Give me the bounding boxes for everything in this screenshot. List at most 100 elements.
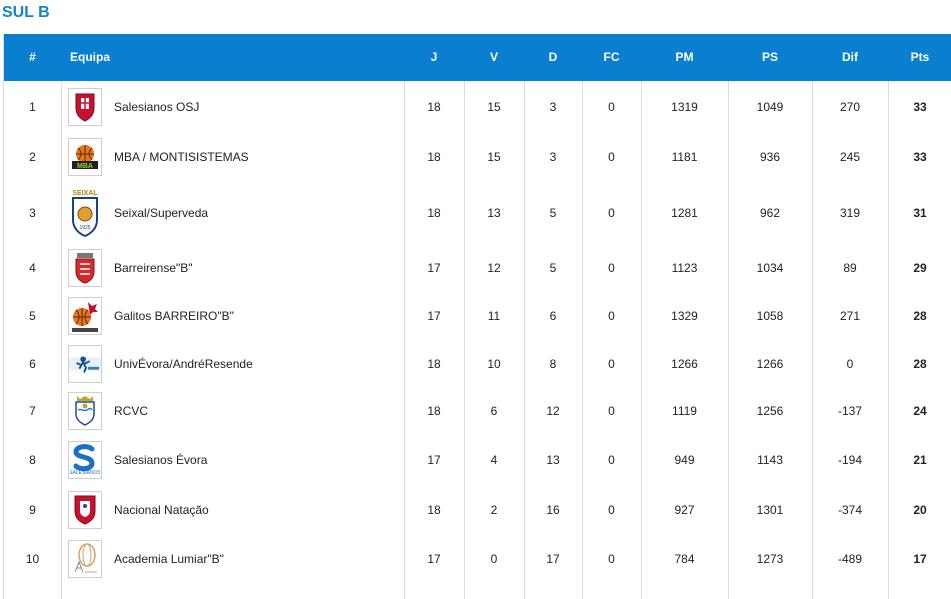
svg-text:MBA: MBA	[77, 163, 93, 170]
cell-team[interactable]: RCVC	[61, 387, 404, 434]
cell-v: 2	[490, 502, 498, 517]
team-name[interactable]: Galitos BARREIRO"B"	[114, 309, 234, 323]
cell-pm: 1119	[672, 403, 697, 418]
cell-v: 12	[487, 261, 501, 275]
nacional-shield-icon	[68, 490, 102, 529]
cell-d: 17	[546, 551, 560, 566]
cell-j: 18	[427, 149, 441, 164]
seixal-crest-icon: SEIXAL 1925	[68, 186, 102, 239]
table-row: 2 18 15 3 0 1181 936 245 33 MBA MBA / MONTISISTEMA…	[4, 132, 951, 181]
column-divider	[812, 81, 813, 599]
column-divider	[61, 81, 62, 599]
team-name[interactable]: Nacional Natação	[114, 502, 209, 517]
cell-team[interactable]: Salesianos OSJ	[61, 81, 404, 132]
header-pts: Pts	[910, 50, 930, 64]
header-d: D	[548, 50, 558, 64]
cell-d: 12	[546, 403, 560, 418]
cell-pos: 6	[29, 356, 36, 371]
header-j: J	[430, 50, 438, 64]
cell-pts: 28	[913, 309, 927, 323]
cell-team[interactable]: SEIXAL 1925 Seixal/Superveda	[61, 181, 404, 244]
cell-j: 17	[427, 309, 441, 323]
team-name[interactable]: Salesianos OSJ	[114, 99, 200, 114]
cell-pm: 1281	[671, 205, 698, 220]
cell-team[interactable]: Nacional Natação	[61, 485, 404, 534]
cell-fc: 0	[608, 356, 615, 371]
table-header: # Equipa J V D FC PM PS Dif Pts	[4, 34, 951, 81]
header-fc: FC	[603, 50, 620, 64]
cell-d: 5	[549, 205, 557, 220]
cell-pos: 3	[29, 205, 36, 220]
cell-pm: 1123	[671, 261, 698, 275]
cell-dif: 319	[839, 205, 861, 220]
cell-pts: 21	[913, 452, 927, 467]
column-divider	[464, 81, 465, 599]
cell-team[interactable]: Galitos BARREIRO"B"	[61, 292, 404, 340]
cell-dif: 89	[843, 261, 857, 275]
cell-pos: 1	[29, 99, 36, 114]
cell-j: 18	[427, 99, 441, 114]
team-name[interactable]: Academia Lumiar"B"	[114, 551, 224, 566]
cell-d: 3	[549, 99, 557, 114]
cell-fc: 0	[608, 149, 615, 164]
cell-d: 6	[549, 309, 557, 323]
cell-pts: 33	[913, 99, 927, 114]
team-name[interactable]: MBA / MONTISISTEMAS	[114, 149, 249, 164]
table-row: 9 18 2 16 0 927 1301 -374 20 Nacional Natação	[4, 485, 951, 534]
cell-dif: 270	[839, 99, 861, 114]
team-name[interactable]: Seixal/Superveda	[114, 205, 209, 220]
team-name[interactable]: UnivÉvora/AndréResende	[114, 356, 253, 371]
cell-team[interactable]: Barreirense"B"	[61, 244, 404, 292]
header-dif: Dif	[842, 50, 858, 64]
svg-text:SALESIANOS: SALESIANOS	[70, 470, 100, 476]
cell-fc: 0	[608, 452, 615, 467]
cell-ps: 1301	[756, 502, 784, 517]
cell-dif: -374	[837, 502, 863, 517]
cell-pts: 31	[913, 205, 927, 220]
column-divider	[524, 81, 525, 599]
cell-fc: 0	[608, 261, 615, 275]
cell-j: 18	[427, 205, 441, 220]
cell-pts: 33	[913, 149, 927, 164]
cell-dif: 271	[839, 309, 861, 323]
cell-d: 16	[546, 502, 560, 517]
cell-j: 18	[427, 356, 441, 371]
cell-pos: 10	[25, 551, 40, 566]
cell-pts: 20	[913, 502, 927, 517]
cell-fc: 0	[608, 99, 615, 114]
player-silhouette-icon	[68, 344, 102, 383]
cell-team[interactable]: MBA MBA / MONTISISTEMAS	[61, 132, 404, 181]
cell-pos: 8	[29, 452, 36, 467]
cell-ps: 936	[759, 149, 781, 164]
cell-dif: -194	[837, 452, 863, 467]
cell-v: 15	[487, 149, 501, 164]
header-pm: PM	[675, 50, 694, 64]
cell-pts: 28	[913, 356, 927, 371]
cell-ps: 1143	[757, 452, 783, 467]
cell-pm: 949	[674, 452, 695, 467]
team-name[interactable]: Salesianos Évora	[114, 452, 208, 467]
team-name[interactable]: Barreirense"B"	[114, 261, 193, 275]
cell-pts: 24	[913, 403, 927, 418]
cell-team[interactable]: Academia Lumiar"B"	[61, 534, 404, 583]
cell-v: 11	[487, 309, 501, 323]
cell-pos: 5	[29, 309, 36, 323]
cell-team[interactable]: UnivÉvora/AndréResende	[61, 340, 404, 387]
cell-team[interactable]: SALESIANOS Salesianos Évora	[61, 434, 404, 485]
header-pos: #	[29, 50, 36, 64]
column-divider	[404, 81, 405, 599]
shield-crest-icon	[68, 87, 102, 126]
rcvc-crest-icon	[68, 391, 102, 430]
cell-d: 3	[549, 149, 557, 164]
cell-v: 6	[490, 403, 498, 418]
cell-fc: 0	[608, 403, 615, 418]
team-name[interactable]: RCVC	[114, 403, 149, 418]
cell-ps: 1273	[756, 551, 784, 566]
cell-pm: 1266	[671, 356, 698, 371]
cell-pm: 1319	[671, 99, 698, 114]
cell-dif: 245	[839, 149, 861, 164]
cell-d: 13	[546, 452, 560, 467]
table-row: 10 17 0 17 0 784 1273 -489 17 Academia Lumiar"B"	[4, 534, 951, 583]
cell-j: 17	[427, 551, 441, 566]
cell-ps: 1034	[756, 261, 784, 275]
